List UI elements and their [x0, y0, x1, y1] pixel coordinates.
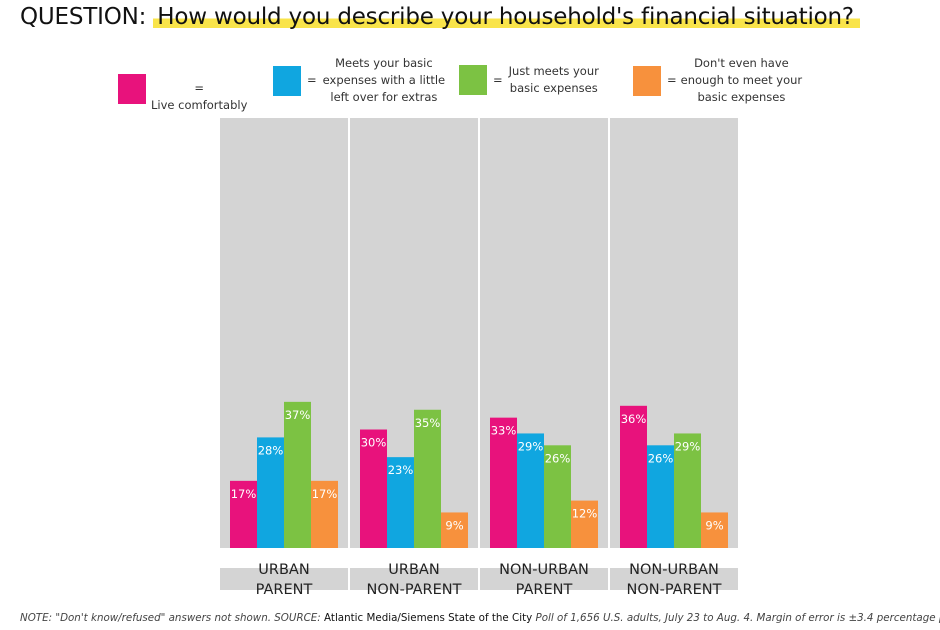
category-label-urban-parent-line-2: PARENT: [256, 582, 313, 598]
data-label-urban-non-parent-live-comfortably: 30%: [361, 436, 387, 450]
legend-label-just-meets: Just meets your basic expenses: [508, 64, 599, 95]
category-label-urban-non-parent-line-1: URBAN: [388, 562, 439, 578]
bar-non-urban-parent-don-t-even: [571, 500, 598, 548]
bar-urban-parent-just-meets-your: [284, 401, 311, 548]
data-label-urban-parent-live-comfortably: 17%: [231, 487, 257, 501]
legend-swatch-meets-basic-extras: [273, 65, 301, 96]
bar-non-urban-parent-live-comfortably: [490, 417, 517, 548]
legend-label-not-enough: Don't even have enough to meet your basi…: [680, 56, 803, 104]
bar-urban-non-parent-meets-your-basic: [387, 457, 414, 548]
data-label-non-urban-parent-don-t-even: 12%: [572, 507, 598, 521]
chart-title: QUESTION: How would you describe your ho…: [20, 4, 860, 30]
data-label-non-urban-non-parent-live-comfortably: 36%: [621, 412, 647, 426]
footnote: NOTE: "Don't know/refused" answers not s…: [20, 612, 940, 624]
data-label-non-urban-non-parent-just-meets-your: 29%: [675, 439, 701, 453]
note-suffix: Poll of 1,656 U.S. adults, July 23 to Au…: [532, 612, 940, 624]
bar-non-urban-parent-just-meets-your: [544, 445, 571, 548]
legend-label-text: Live comfortably: [151, 98, 248, 112]
legend-swatch-just-meets: [459, 65, 487, 95]
legend-equals-2: =: [307, 73, 317, 87]
note-source: Atlantic Media/Siemens State of the City: [324, 612, 533, 624]
label-band-non-urban-parent: [480, 568, 608, 590]
bar-urban-non-parent-don-t-even: [441, 512, 468, 548]
bar-urban-parent-meets-your-basic: [257, 437, 284, 548]
legend-swatch-not-enough: [633, 65, 661, 96]
bar-urban-non-parent-just-meets-your: [414, 409, 441, 548]
data-label-urban-parent-don-t-even: 17%: [312, 487, 338, 501]
data-label-urban-non-parent-just-meets-your: 35%: [415, 416, 441, 430]
legend-label-meets-basic-extras: Meets your basic expenses with a little …: [322, 56, 446, 104]
bar-non-urban-non-parent-meets-your-basic: [647, 445, 674, 548]
category-label-non-urban-non-parent-line-1: NON-URBAN: [629, 562, 719, 578]
legend-item-meets-basic-extras: = Meets your basic expenses with a littl…: [273, 55, 445, 106]
question-label: QUESTION:: [20, 4, 147, 30]
legend-equals-3: =: [493, 72, 503, 87]
legend-swatch-live-comfortably: [118, 73, 146, 104]
bar-urban-parent-don-t-even: [311, 480, 338, 548]
label-band-urban-parent: [220, 568, 348, 590]
bar-urban-non-parent-live-comfortably: [360, 429, 387, 548]
bar-non-urban-non-parent-don-t-even: [701, 512, 728, 548]
data-label-non-urban-parent-live-comfortably: 33%: [491, 424, 517, 438]
bar-urban-parent-live-comfortably: [230, 480, 257, 548]
category-label-non-urban-parent-line-1: NON-URBAN: [499, 562, 589, 578]
legend-item-live-comfortably: = Live comfortably: [118, 63, 247, 114]
data-label-non-urban-non-parent-meets-your-basic: 26%: [648, 451, 674, 465]
legend-equals: =: [194, 81, 204, 95]
bar-non-urban-parent-meets-your-basic: [517, 433, 544, 548]
question-text: How would you describe your household's …: [153, 4, 860, 30]
category-label-urban-parent-line-1: URBAN: [258, 562, 309, 578]
note-prefix: NOTE: "Don't know/refused" answers not s…: [20, 612, 325, 624]
legend-equals-4: =: [667, 73, 677, 87]
data-label-urban-parent-just-meets-your: 37%: [285, 408, 311, 422]
label-band-urban-non-parent: [350, 568, 478, 590]
legend-item-not-enough: = Don't even have enough to meet your ba…: [633, 55, 802, 106]
data-label-urban-non-parent-meets-your-basic: 23%: [388, 463, 414, 477]
data-label-urban-parent-meets-your-basic: 28%: [258, 443, 284, 457]
data-label-non-urban-parent-meets-your-basic: 29%: [518, 439, 544, 453]
label-band-non-urban-non-parent: [610, 568, 738, 590]
data-label-urban-non-parent-don-t-even: 9%: [445, 518, 463, 532]
category-label-non-urban-non-parent-line-2: NON-PARENT: [626, 582, 721, 598]
category-label-non-urban-parent-line-2: PARENT: [516, 582, 573, 598]
category-label-urban-non-parent-line-2: NON-PARENT: [366, 582, 461, 598]
legend-label-live-comfortably: = Live comfortably: [151, 63, 247, 114]
bar-non-urban-non-parent-live-comfortably: [620, 405, 647, 548]
data-label-non-urban-non-parent-don-t-even: 9%: [705, 518, 723, 532]
legend-item-just-meets: = Just meets your basic expenses: [459, 63, 599, 97]
grouped-bar-chart: URBAN PARENT 17% 28% 37% 17% URBAN NON-PARENT 30…: [220, 118, 738, 598]
bar-non-urban-non-parent-just-meets-your: [674, 433, 701, 548]
data-label-non-urban-parent-just-meets-your: 26%: [545, 451, 571, 465]
